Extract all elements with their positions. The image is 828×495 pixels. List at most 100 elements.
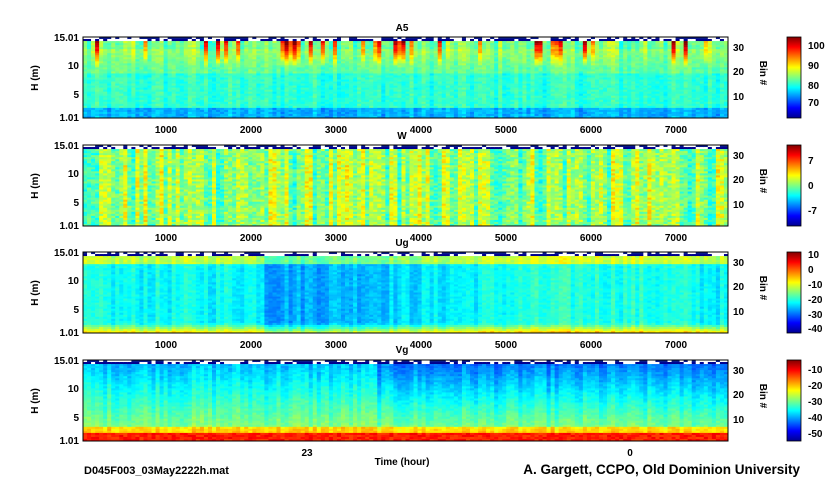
heatmap-cell bbox=[115, 65, 120, 68]
heatmap-cell bbox=[353, 39, 358, 42]
heatmap-cell bbox=[530, 103, 535, 107]
heatmap-cell bbox=[212, 85, 217, 88]
heatmap-cell bbox=[119, 75, 124, 78]
heatmap-cell bbox=[111, 61, 116, 64]
heatmap-cell bbox=[232, 93, 237, 97]
heatmap-cell bbox=[216, 43, 221, 46]
heatmap-cell bbox=[526, 69, 531, 72]
heatmap-cell bbox=[276, 57, 281, 60]
heatmap-cell bbox=[292, 67, 298, 70]
heatmap-cell bbox=[264, 83, 269, 86]
heatmap-cell bbox=[453, 97, 459, 101]
heatmap-cell bbox=[268, 109, 273, 113]
heatmap-cell bbox=[332, 41, 338, 44]
heatmap-cell bbox=[461, 69, 467, 72]
heatmap-cell bbox=[514, 71, 519, 74]
heatmap-cell bbox=[514, 67, 519, 70]
heatmap-cell bbox=[413, 95, 418, 99]
heatmap-cell bbox=[260, 37, 265, 40]
heatmap-cell bbox=[562, 105, 568, 109]
heatmap-cell bbox=[365, 37, 370, 40]
heatmap-cell bbox=[224, 61, 229, 64]
heatmap-cell bbox=[83, 71, 88, 74]
heatmap-cell bbox=[256, 91, 261, 95]
heatmap-cell bbox=[139, 51, 144, 54]
heatmap-cell bbox=[252, 105, 257, 109]
heatmap-cell bbox=[405, 53, 410, 56]
heatmap-cell bbox=[296, 53, 302, 56]
heatmap-cell bbox=[111, 103, 116, 107]
heatmap-cell bbox=[292, 97, 298, 101]
heatmap-cell bbox=[167, 57, 173, 60]
heatmap-cell bbox=[345, 79, 350, 82]
heatmap-cell bbox=[147, 65, 152, 68]
heatmap-cell bbox=[111, 39, 116, 42]
heatmap-cell bbox=[361, 73, 366, 76]
heatmap-cell bbox=[353, 91, 358, 95]
heatmap-cell bbox=[526, 65, 531, 68]
heatmap-cell bbox=[353, 45, 358, 48]
heatmap-cell bbox=[538, 103, 543, 107]
heatmap-cell bbox=[220, 41, 225, 44]
heatmap-cell bbox=[187, 43, 193, 46]
heatmap-cell bbox=[264, 41, 269, 44]
heatmap-cell bbox=[546, 49, 551, 52]
heatmap-cell bbox=[236, 75, 241, 78]
heatmap-cell bbox=[228, 85, 233, 88]
heatmap-cell bbox=[300, 67, 306, 70]
heatmap-cell bbox=[244, 71, 249, 74]
heatmap-cell bbox=[349, 43, 354, 46]
heatmap-cell bbox=[349, 59, 354, 62]
heatmap-cell bbox=[252, 73, 257, 76]
heatmap-cell bbox=[224, 85, 229, 88]
heatmap-cell bbox=[425, 65, 431, 68]
heatmap-cell bbox=[187, 83, 193, 86]
heatmap-cell bbox=[445, 65, 451, 68]
heatmap-cell bbox=[332, 65, 338, 68]
heatmap-cell bbox=[191, 87, 197, 91]
heatmap-cell bbox=[159, 65, 164, 68]
heatmap-cell bbox=[365, 49, 370, 52]
heatmap-cell bbox=[127, 43, 132, 46]
heatmap-cell bbox=[163, 63, 169, 66]
heatmap-cell bbox=[518, 89, 523, 93]
heatmap-cell bbox=[228, 67, 233, 70]
heatmap-cell bbox=[276, 93, 281, 97]
heatmap-cell bbox=[83, 55, 88, 58]
heatmap-cell bbox=[127, 61, 132, 64]
heatmap-cell bbox=[103, 79, 108, 82]
heatmap-cell bbox=[296, 79, 302, 82]
heatmap-cell bbox=[123, 89, 128, 93]
heatmap-cell bbox=[449, 95, 455, 99]
heatmap-cell bbox=[534, 107, 539, 111]
heatmap-cell bbox=[353, 81, 358, 84]
heatmap-cell bbox=[232, 103, 237, 107]
heatmap-cell bbox=[373, 83, 378, 86]
heatmap-cell bbox=[429, 95, 435, 99]
heatmap-cell bbox=[207, 53, 213, 56]
heatmap-cell bbox=[514, 49, 519, 52]
heatmap-cell bbox=[506, 39, 511, 42]
heatmap-cell bbox=[103, 55, 108, 58]
heatmap-cell bbox=[203, 53, 209, 56]
heatmap-cell bbox=[284, 41, 289, 44]
heatmap-cell bbox=[280, 101, 285, 105]
heatmap-cell bbox=[191, 73, 197, 76]
heatmap-cell bbox=[300, 97, 306, 101]
heatmap-cell bbox=[175, 43, 181, 46]
heatmap-cell bbox=[87, 85, 92, 88]
heatmap-cell bbox=[111, 37, 116, 40]
heatmap-cell bbox=[207, 51, 213, 54]
heatmap-cell bbox=[183, 95, 189, 99]
heatmap-cell bbox=[288, 77, 293, 80]
heatmap-cell bbox=[107, 59, 112, 62]
heatmap-cell bbox=[216, 71, 221, 74]
heatmap-cell bbox=[449, 87, 455, 91]
heatmap-cell bbox=[562, 67, 568, 70]
heatmap-cell bbox=[534, 95, 539, 99]
heatmap-cell bbox=[441, 107, 447, 111]
heatmap-cell bbox=[562, 75, 568, 78]
heatmap-cell bbox=[377, 101, 382, 105]
heatmap-cell bbox=[530, 113, 535, 117]
heatmap-cell bbox=[441, 87, 447, 91]
